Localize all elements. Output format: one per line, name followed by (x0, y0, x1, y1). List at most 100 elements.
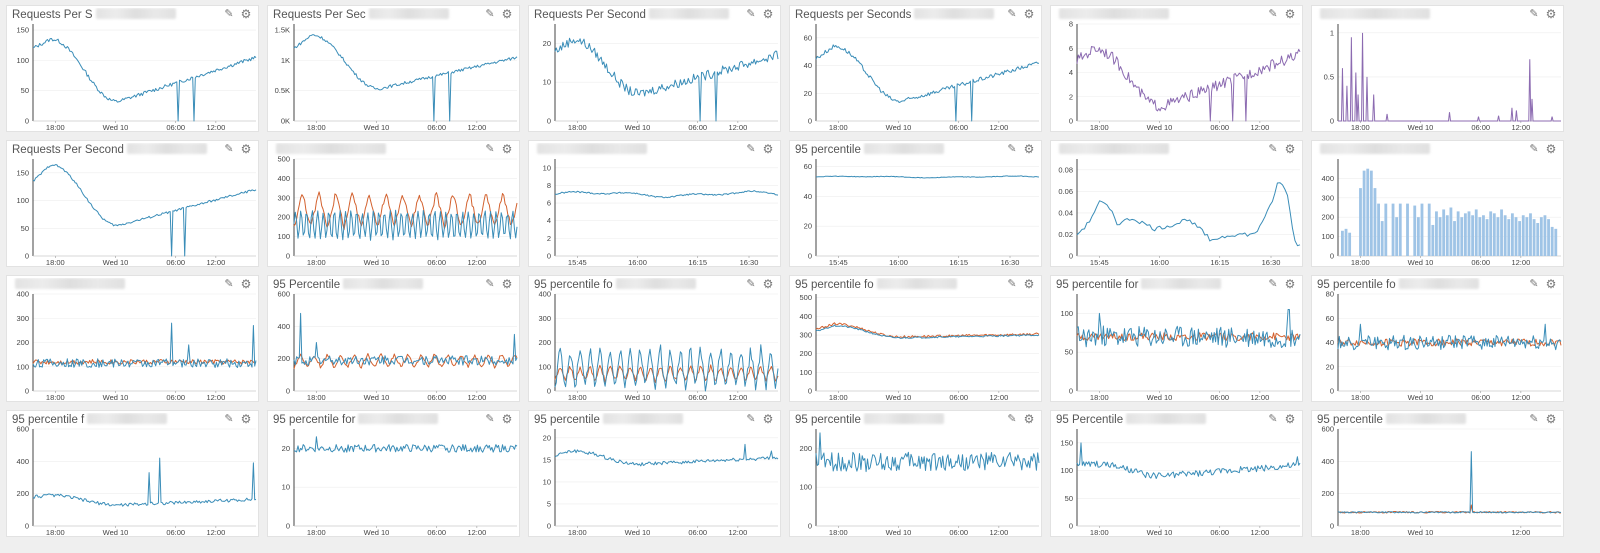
dashboard-panel[interactable]: ✎ ⚙ 400 300 200 100 0 18:00 Wed 10 06:00 12:00 (6, 275, 259, 402)
gear-icon[interactable]: ⚙ (1023, 277, 1035, 291)
pencil-icon[interactable]: ✎ (1529, 7, 1539, 20)
dashboard-panel[interactable]: ✎ ⚙ 1 0.5 0 18:00 Wed 10 06:00 12:00 (1311, 5, 1564, 132)
dashboard-panel[interactable]: 95 percentile fo ✎ ⚙ 400 300 200 100 0 18:00 Wed … (528, 275, 781, 402)
pencil-icon[interactable]: ✎ (746, 7, 756, 20)
x-tick-label: 12:00 (467, 528, 486, 537)
dashboard-panel[interactable]: Requests Per Second ✎ ⚙ 20 10 0 18:00 Wed 10 06:… (528, 5, 781, 132)
pencil-icon[interactable]: ✎ (224, 7, 234, 20)
dashboard-panel[interactable]: Requests Per Sec ✎ ⚙ 1.5K 1K 0.5K 0K 18:00 Wed 1… (267, 5, 520, 132)
redacted-title-blur (87, 413, 168, 424)
gear-icon[interactable]: ⚙ (762, 412, 774, 426)
bar (1460, 217, 1464, 256)
gear-icon[interactable]: ⚙ (1023, 142, 1035, 156)
gear-icon[interactable]: ⚙ (501, 142, 513, 156)
panel-chart: 600 400 200 0 18:00 Wed 10 06:00 12:00 (16, 425, 257, 536)
series-line (1076, 442, 1301, 479)
dashboard-panel[interactable]: 95 Percentile ✎ ⚙ 600 400 200 0 18:00 Wed 10 06:0… (267, 275, 520, 402)
pencil-icon[interactable]: ✎ (1007, 142, 1017, 155)
x-tick-label: 12:00 (1511, 123, 1530, 132)
dashboard-panel[interactable]: 95 percentile fo ✎ ⚙ 500 400 300 200 100 0 18:00 W… (789, 275, 1042, 402)
gear-icon[interactable]: ⚙ (1545, 7, 1557, 21)
pencil-icon[interactable]: ✎ (224, 142, 234, 155)
dashboard-panel[interactable]: Requests Per S ✎ ⚙ 150 100 50 0 18:00 Wed 10 06:0… (6, 5, 259, 132)
pencil-icon[interactable]: ✎ (485, 7, 495, 20)
y-tick-label: 0.5K (275, 86, 290, 95)
pencil-icon[interactable]: ✎ (746, 142, 756, 155)
y-tick-label: 60 (1326, 314, 1334, 323)
redacted-title-blur (15, 278, 125, 289)
pencil-icon[interactable]: ✎ (485, 412, 495, 425)
pencil-icon[interactable]: ✎ (224, 277, 234, 290)
gear-icon[interactable]: ⚙ (1545, 412, 1557, 426)
gear-icon[interactable]: ⚙ (501, 412, 513, 426)
pencil-icon[interactable]: ✎ (1268, 142, 1278, 155)
dashboard-panel[interactable]: 95 percentile ✎ ⚙ 200 100 0 18:00 Wed 10 06:00 12… (789, 410, 1042, 537)
gear-icon[interactable]: ⚙ (240, 7, 252, 21)
pencil-icon[interactable]: ✎ (746, 277, 756, 290)
pencil-icon[interactable]: ✎ (1268, 412, 1278, 425)
pencil-icon[interactable]: ✎ (485, 142, 495, 155)
gear-icon[interactable]: ⚙ (1284, 277, 1296, 291)
dashboard-panel[interactable]: 95 percentile ✎ ⚙ 20 15 10 5 0 18:00 Wed 10 06:00 1… (528, 410, 781, 537)
y-tick-label: 0 (1069, 252, 1073, 261)
gear-icon[interactable]: ⚙ (1023, 7, 1035, 21)
bar (1442, 209, 1446, 256)
y-tick-label: 60 (804, 162, 812, 171)
gear-icon[interactable]: ⚙ (1284, 412, 1296, 426)
pencil-icon[interactable]: ✎ (224, 412, 234, 425)
bar (1384, 203, 1388, 256)
panel-chart: 60 40 20 0 15:45 16:00 16:15 16:30 (804, 159, 1040, 266)
dashboard-panel[interactable]: ✎ ⚙ 500 400 300 200 100 0 18:00 Wed 10 06:00 12:00 (267, 140, 520, 267)
series-line (1337, 323, 1562, 351)
gear-icon[interactable]: ⚙ (240, 412, 252, 426)
y-tick-label: 20 (1326, 362, 1334, 371)
bar (1395, 217, 1399, 256)
pencil-icon[interactable]: ✎ (1007, 7, 1017, 20)
dashboard-panel[interactable]: 95 percentile fo ✎ ⚙ 80 60 40 20 0 18:00 Wed 10 06… (1311, 275, 1564, 402)
dashboard-panel[interactable]: ✎ ⚙ 10 8 6 4 2 0 15:45 16:00 16:15 16:30 (528, 140, 781, 267)
x-tick-label: 12:00 (467, 258, 486, 267)
gear-icon[interactable]: ⚙ (1284, 7, 1296, 21)
gear-icon[interactable]: ⚙ (1545, 277, 1557, 291)
gear-icon[interactable]: ⚙ (1284, 142, 1296, 156)
gear-icon[interactable]: ⚙ (762, 277, 774, 291)
gear-icon[interactable]: ⚙ (240, 277, 252, 291)
series-line (32, 322, 257, 368)
bar (1492, 213, 1496, 256)
pencil-icon[interactable]: ✎ (746, 412, 756, 425)
y-tick-label: 400 (1321, 457, 1334, 466)
gear-icon[interactable]: ⚙ (762, 7, 774, 21)
series-line (1076, 309, 1301, 348)
pencil-icon[interactable]: ✎ (1007, 412, 1017, 425)
bar (1398, 203, 1402, 256)
dashboard-panel[interactable]: Requests per Seconds ✎ ⚙ 60 40 20 0 18:00 Wed 10… (789, 5, 1042, 132)
pencil-icon[interactable]: ✎ (1529, 412, 1539, 425)
dashboard-panel[interactable]: 95 percentile for ✎ ⚙ 100 50 0 18:00 Wed 10 06:0… (1050, 275, 1303, 402)
pencil-icon[interactable]: ✎ (1007, 277, 1017, 290)
gear-icon[interactable]: ⚙ (501, 277, 513, 291)
dashboard-panel[interactable]: ✎ ⚙ 0.08 0.06 0.04 0.02 0 15:45 16:00 16:15 16:30 (1050, 140, 1303, 267)
pencil-icon[interactable]: ✎ (1268, 277, 1278, 290)
bar (1550, 226, 1554, 256)
gear-icon[interactable]: ⚙ (762, 142, 774, 156)
dashboard-panel[interactable]: ✎ ⚙ 400 300 200 100 0 18:00 Wed 10 06:00 12:00 (1311, 140, 1564, 267)
y-tick-label: 400 (277, 322, 290, 331)
dashboard-panel[interactable]: 95 percentile ✎ ⚙ 60 40 20 0 15:45 16:00 16:15 16:… (789, 140, 1042, 267)
dashboard-panel[interactable]: Requests Per Second ✎ ⚙ 150 100 50 0 18:00 Wed 1… (6, 140, 259, 267)
pencil-icon[interactable]: ✎ (1529, 277, 1539, 290)
pencil-icon[interactable]: ✎ (1268, 7, 1278, 20)
gear-icon[interactable]: ⚙ (501, 7, 513, 21)
gear-icon[interactable]: ⚙ (1023, 412, 1035, 426)
gear-icon[interactable]: ⚙ (1545, 142, 1557, 156)
dashboard-panel[interactable]: ✎ ⚙ 8 6 4 2 0 18:00 Wed 10 06:00 12:00 (1050, 5, 1303, 132)
x-tick-label: 12:00 (206, 123, 225, 132)
pencil-icon[interactable]: ✎ (485, 277, 495, 290)
x-tick-label: 12:00 (1250, 528, 1269, 537)
dashboard-panel[interactable]: 95 percentile f ✎ ⚙ 600 400 200 0 18:00 Wed 10 06… (6, 410, 259, 537)
gear-icon[interactable]: ⚙ (240, 142, 252, 156)
x-tick-label: 06:00 (166, 393, 185, 402)
dashboard-panel[interactable]: 95 percentile for ✎ ⚙ 20 10 0 18:00 Wed 10 06:00… (267, 410, 520, 537)
dashboard-panel[interactable]: 95 percentile ✎ ⚙ 600 400 200 0 18:00 Wed 10 12:0… (1311, 410, 1564, 537)
pencil-icon[interactable]: ✎ (1529, 142, 1539, 155)
dashboard-panel[interactable]: 95 Percentile ✎ ⚙ 150 100 50 0 18:00 Wed 10 06:00… (1050, 410, 1303, 537)
